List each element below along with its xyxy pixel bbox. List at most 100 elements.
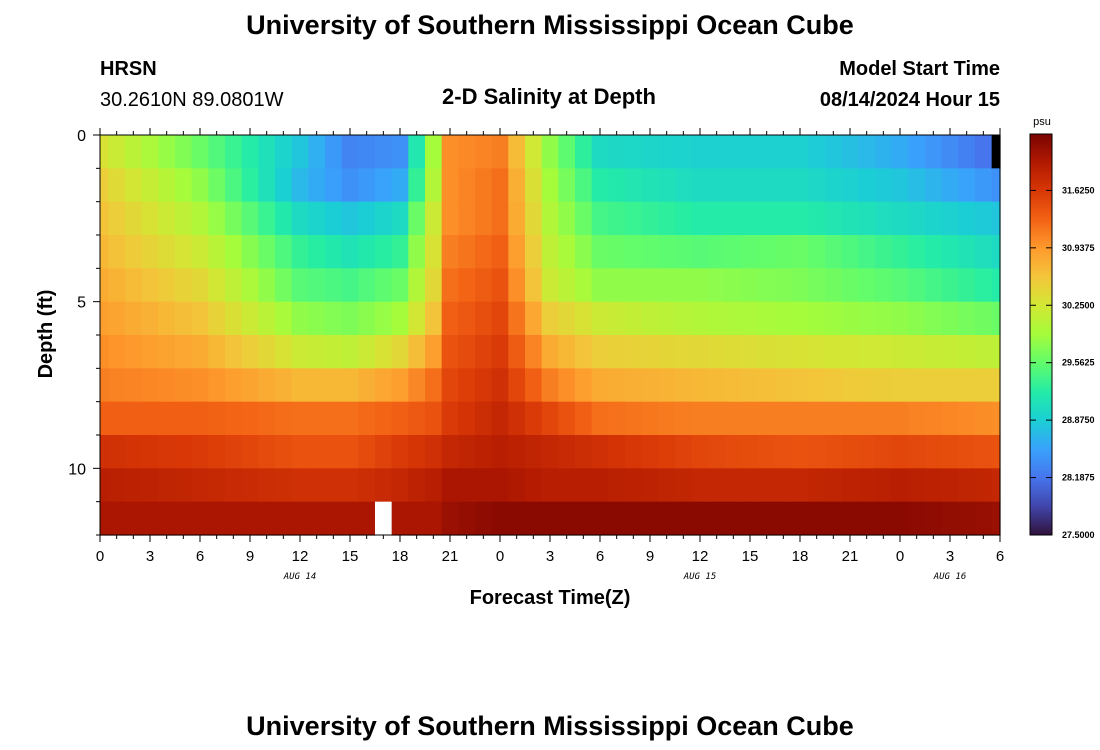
heatmap-cell <box>258 335 276 369</box>
heatmap-cell <box>425 335 443 369</box>
heatmap-cell <box>100 268 109 303</box>
heatmap-cell <box>308 335 326 369</box>
heatmap-cell <box>391 168 409 203</box>
heatmap-cell <box>741 501 759 536</box>
heatmap-cell <box>741 435 759 469</box>
heatmap-cell <box>441 401 459 436</box>
heatmap-cell <box>158 435 176 469</box>
heatmap-cell <box>808 401 826 436</box>
heatmap-cell <box>691 468 709 503</box>
heatmap-cell <box>491 168 509 203</box>
heatmap-cell <box>225 435 243 469</box>
heatmap-cell <box>558 468 576 503</box>
heatmap-cell <box>241 135 259 169</box>
heatmap-cell <box>241 468 259 503</box>
heatmap-cell <box>541 301 559 336</box>
heatmap-cell <box>991 201 1001 236</box>
x-tick-label: 18 <box>792 548 809 565</box>
heatmap-cell <box>725 468 743 503</box>
heatmap-cell <box>100 468 109 503</box>
heatmap-cell <box>541 201 559 236</box>
heatmap-cell <box>858 435 876 469</box>
heatmap-cell <box>441 235 459 269</box>
colorbar-label: 28.8750 <box>1062 415 1095 425</box>
heatmap-cell <box>441 301 459 336</box>
heatmap-cell <box>891 201 909 236</box>
heatmap-cell <box>808 368 826 403</box>
heatmap-cell <box>858 368 876 403</box>
heatmap-cell <box>391 468 409 503</box>
heatmap-cell <box>558 401 576 436</box>
heatmap-cell <box>875 201 893 236</box>
heatmap-cell <box>541 401 559 436</box>
heatmap-cell <box>858 335 876 369</box>
y-axis-label: Depth (ft) <box>35 290 57 379</box>
heatmap-cell <box>691 335 709 369</box>
heatmap-cell <box>758 368 776 403</box>
heatmap-cell <box>275 201 293 236</box>
heatmap-cell <box>158 335 176 369</box>
heatmap-cell <box>708 301 726 336</box>
heatmap-cell <box>308 368 326 403</box>
heatmap-cell <box>375 301 393 336</box>
model-start-label: Model Start Time <box>839 58 1000 80</box>
heatmap-cell <box>408 335 426 369</box>
heatmap-cell <box>475 368 493 403</box>
heatmap-cell <box>125 168 143 203</box>
heatmap-cell <box>675 201 693 236</box>
heatmap-cell <box>641 135 659 169</box>
colorbar-ticks: 31.6250 30.9375 30.2500 29.5625 28.8750 28.18… <box>1030 185 1095 540</box>
heatmap-cell <box>108 335 126 369</box>
heatmap-cell <box>308 168 326 203</box>
heatmap-cell <box>741 368 759 403</box>
heatmap-cell <box>941 368 959 403</box>
heatmap-cell <box>708 268 726 303</box>
heatmap-cell <box>575 168 593 203</box>
heatmap-cell <box>825 468 843 503</box>
heatmap-cell <box>791 235 809 269</box>
heatmap-cell <box>675 468 693 503</box>
colorbar-unit: psu <box>1033 116 1051 128</box>
heatmap-cell <box>708 235 726 269</box>
heatmap-cell <box>908 301 926 336</box>
heatmap-cell <box>841 301 859 336</box>
heatmap-cell <box>658 501 676 536</box>
heatmap-cell <box>591 368 609 403</box>
heatmap-cell <box>691 301 709 336</box>
heatmap-cell <box>225 368 243 403</box>
heatmap-cell <box>958 135 976 169</box>
heatmap-cell <box>691 401 709 436</box>
heatmap-cell <box>875 501 893 536</box>
heatmap-cell <box>958 235 976 269</box>
heatmap-cell <box>308 468 326 503</box>
heatmap-cell <box>991 368 1001 403</box>
heatmap-cell <box>875 335 893 369</box>
heatmap-cell <box>941 468 959 503</box>
heatmap-cell <box>941 501 959 536</box>
heatmap-cell <box>975 435 993 469</box>
heatmap-cell <box>491 301 509 336</box>
heatmap-cell <box>491 235 509 269</box>
heatmap-cell <box>100 435 109 469</box>
colorbar-label: 30.9375 <box>1062 243 1095 253</box>
heatmap-cell <box>925 468 943 503</box>
heatmap-cell <box>658 435 676 469</box>
heatmap-cell <box>641 301 659 336</box>
heatmap-cell <box>841 401 859 436</box>
heatmap-cell <box>691 368 709 403</box>
heatmap-cell <box>625 368 643 403</box>
heatmap-cell <box>100 335 109 369</box>
heatmap-cell <box>458 168 476 203</box>
heatmap-cell <box>475 335 493 369</box>
heatmap-cell <box>691 235 709 269</box>
heatmap-cell <box>958 168 976 203</box>
heatmap-cell <box>375 235 393 269</box>
heatmap-cell <box>358 368 376 403</box>
heatmap-cell <box>425 168 443 203</box>
heatmap-cell <box>691 435 709 469</box>
heatmap-cell <box>691 201 709 236</box>
heatmap-cell <box>608 135 626 169</box>
heatmap-cell <box>425 468 443 503</box>
heatmap-cell <box>275 435 293 469</box>
heatmap-cell <box>408 468 426 503</box>
